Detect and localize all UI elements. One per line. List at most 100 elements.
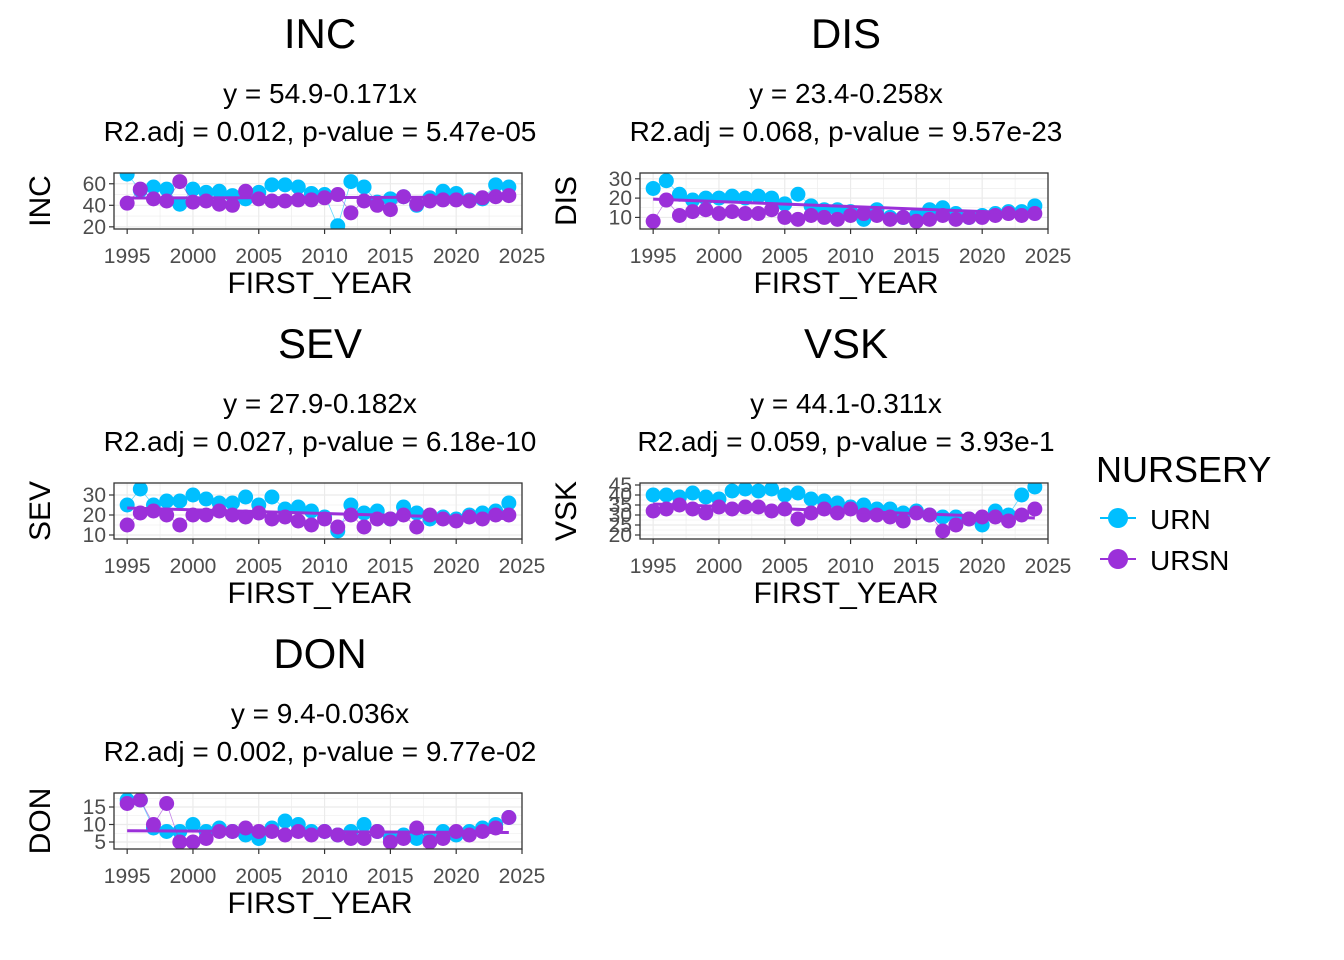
data-point-urn bbox=[132, 483, 148, 497]
data-point-ursn bbox=[159, 796, 175, 811]
data-point-ursn bbox=[264, 193, 280, 209]
data-point-ursn bbox=[1014, 507, 1030, 523]
data-point-ursn bbox=[948, 517, 964, 533]
x-axis-label: FIRST_YEAR bbox=[227, 887, 412, 920]
panel-stats: R2.adj = 0.002, p-value = 9.77e-02 bbox=[104, 736, 537, 767]
x-tick-label: 2025 bbox=[499, 555, 546, 578]
data-point-ursn bbox=[317, 511, 333, 527]
data-point-ursn bbox=[238, 183, 254, 199]
data-point-urn bbox=[764, 483, 780, 497]
panel-stats: R2.adj = 0.059, p-value = 3.93e-1 bbox=[637, 426, 1054, 457]
data-point-urn bbox=[343, 174, 359, 190]
panel-equation: y = 27.9-0.182x bbox=[223, 388, 417, 419]
data-point-ursn bbox=[330, 519, 346, 535]
x-tick-label: 1995 bbox=[104, 555, 151, 578]
regression-line bbox=[653, 197, 1035, 216]
x-tick-label: 2015 bbox=[367, 865, 414, 888]
data-point-ursn bbox=[1014, 207, 1030, 223]
data-point-ursn bbox=[737, 206, 753, 222]
data-point-ursn bbox=[224, 197, 240, 213]
x-tick-label: 2000 bbox=[696, 245, 743, 268]
data-point-ursn bbox=[238, 820, 254, 836]
data-point-ursn bbox=[172, 517, 188, 533]
data-point-ursn bbox=[764, 202, 780, 218]
data-point-urn bbox=[198, 491, 214, 507]
x-tick-label: 2025 bbox=[499, 245, 546, 268]
x-tick-label: 2010 bbox=[301, 865, 348, 888]
panel-equation: y = 54.9-0.171x bbox=[223, 78, 417, 109]
panel-plot bbox=[645, 173, 1043, 229]
data-point-ursn bbox=[356, 831, 372, 846]
data-point-ursn bbox=[330, 827, 346, 843]
y-axis-label: DIS bbox=[550, 176, 583, 226]
data-point-ursn bbox=[869, 207, 885, 223]
data-point-ursn bbox=[803, 207, 819, 223]
data-point-ursn bbox=[198, 193, 214, 209]
data-point-ursn bbox=[159, 193, 175, 209]
data-point-ursn bbox=[750, 206, 766, 222]
data-point-urn bbox=[277, 177, 293, 193]
data-point-urn bbox=[645, 487, 661, 503]
data-point-ursn bbox=[277, 827, 293, 843]
data-point-ursn bbox=[119, 796, 135, 811]
data-point-ursn bbox=[290, 513, 306, 529]
data-point-ursn bbox=[922, 211, 938, 227]
data-point-ursn bbox=[330, 187, 346, 203]
y-tick-label: 25 bbox=[609, 514, 632, 537]
legend: NURSERY URN URSN bbox=[1096, 449, 1271, 576]
y-tick-label: 35 bbox=[609, 494, 632, 517]
data-point-urn bbox=[185, 487, 201, 503]
panel-border bbox=[113, 792, 523, 850]
data-point-ursn bbox=[895, 209, 911, 225]
data-point-ursn bbox=[698, 202, 714, 218]
legend-key-point-ursn bbox=[1108, 549, 1128, 569]
legend-label-urn: URN bbox=[1150, 504, 1211, 535]
data-point-ursn bbox=[238, 509, 254, 525]
x-tick-label: 2000 bbox=[170, 245, 217, 268]
legend-item-ursn: URSN bbox=[1100, 545, 1229, 576]
data-point-ursn bbox=[645, 213, 661, 229]
x-tick-label: 2000 bbox=[170, 865, 217, 888]
panel-inc: INC y = 54.9-0.171x R2.adj = 0.012, p-valu… bbox=[24, 10, 545, 300]
data-point-ursn bbox=[409, 196, 425, 212]
panel-title: DON bbox=[273, 630, 366, 677]
data-point-urn bbox=[698, 489, 714, 505]
data-point-urn bbox=[1027, 483, 1043, 495]
data-point-urn bbox=[224, 495, 240, 511]
y-tick-label: 20 bbox=[83, 216, 106, 239]
y-tick-label: 40 bbox=[83, 194, 106, 217]
data-point-urn bbox=[750, 483, 766, 499]
data-point-ursn bbox=[948, 211, 964, 227]
data-point-ursn bbox=[935, 207, 951, 223]
panel-title: DIS bbox=[811, 10, 881, 57]
data-point-urn bbox=[671, 186, 687, 202]
data-point-ursn bbox=[935, 523, 951, 539]
data-point-urn bbox=[330, 218, 346, 229]
data-point-ursn bbox=[369, 197, 385, 213]
panel-dis: DIS y = 23.4-0.258x R2.adj = 0.068, p-valu… bbox=[550, 10, 1071, 300]
x-tick-label: 2005 bbox=[761, 245, 808, 268]
x-tick-label: 2010 bbox=[827, 555, 874, 578]
data-point-urn bbox=[658, 487, 674, 503]
panel-plot bbox=[119, 793, 517, 849]
data-point-urn bbox=[645, 180, 661, 196]
y-tick-label: 15 bbox=[83, 796, 106, 819]
data-point-urn bbox=[277, 813, 293, 829]
data-point-urn bbox=[172, 493, 188, 509]
data-point-urn bbox=[264, 489, 280, 505]
x-tick-label: 2020 bbox=[433, 865, 480, 888]
panels-group: INC y = 54.9-0.171x R2.adj = 0.012, p-valu… bbox=[24, 10, 1071, 920]
data-point-urn bbox=[238, 489, 254, 505]
data-point-ursn bbox=[303, 827, 319, 843]
data-point-ursn bbox=[882, 211, 898, 227]
panel-border bbox=[639, 482, 1049, 540]
panel-plot bbox=[119, 483, 517, 539]
data-point-urn bbox=[290, 499, 306, 515]
data-point-ursn bbox=[198, 831, 214, 846]
data-point-ursn bbox=[908, 213, 924, 229]
data-point-urn bbox=[356, 179, 372, 195]
data-point-ursn bbox=[790, 511, 806, 527]
data-point-ursn bbox=[448, 192, 464, 208]
data-point-ursn bbox=[396, 831, 412, 846]
